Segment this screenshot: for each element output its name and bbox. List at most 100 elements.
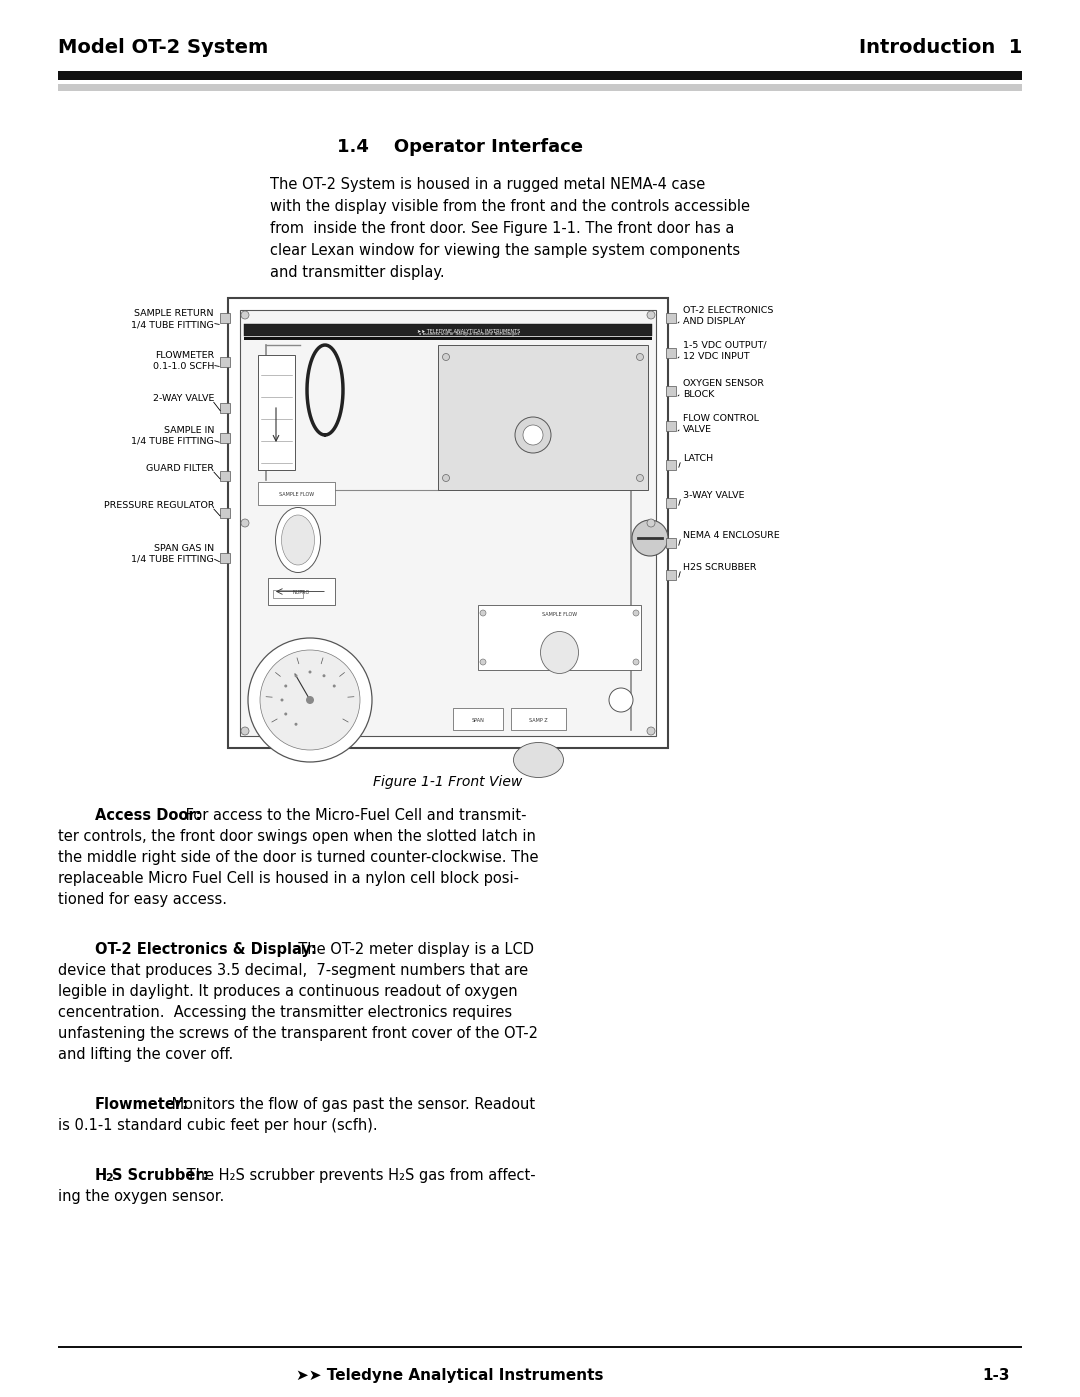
Bar bbox=[453, 708, 503, 731]
Circle shape bbox=[609, 687, 633, 712]
Circle shape bbox=[523, 425, 543, 446]
Text: ing the oxygen sensor.: ing the oxygen sensor. bbox=[58, 1189, 225, 1204]
Text: and transmitter display.: and transmitter display. bbox=[270, 265, 445, 279]
Circle shape bbox=[295, 675, 297, 678]
Text: H2S SCRUBBER: H2S SCRUBBER bbox=[683, 563, 756, 571]
Text: Flowmeter:: Flowmeter: bbox=[95, 1097, 189, 1112]
Circle shape bbox=[636, 353, 644, 360]
Text: 1-3: 1-3 bbox=[983, 1368, 1010, 1383]
Circle shape bbox=[284, 712, 287, 715]
Text: Model OT-2 System: Model OT-2 System bbox=[58, 38, 268, 57]
Bar bbox=[220, 471, 230, 481]
Bar bbox=[511, 708, 566, 731]
Bar bbox=[220, 433, 230, 443]
Text: NUPRO: NUPRO bbox=[293, 590, 310, 595]
Text: SAMPLE RETURN: SAMPLE RETURN bbox=[135, 309, 214, 319]
Text: BLOCK: BLOCK bbox=[683, 390, 714, 400]
Ellipse shape bbox=[540, 631, 579, 673]
Circle shape bbox=[241, 312, 249, 319]
Circle shape bbox=[241, 726, 249, 735]
Bar bbox=[220, 358, 230, 367]
Bar bbox=[258, 355, 295, 469]
Bar bbox=[666, 497, 676, 509]
Text: For access to the Micro-Fuel Cell and transmit-: For access to the Micro-Fuel Cell and tr… bbox=[181, 807, 527, 823]
Text: and lifting the cover off.: and lifting the cover off. bbox=[58, 1046, 233, 1062]
Text: Introduction  1: Introduction 1 bbox=[859, 38, 1022, 57]
Bar bbox=[240, 310, 656, 736]
Bar bbox=[58, 71, 1022, 80]
Text: VALVE: VALVE bbox=[683, 425, 712, 434]
Text: Access Door:: Access Door: bbox=[95, 807, 202, 823]
Text: ter controls, the front door swings open when the slotted latch in: ter controls, the front door swings open… bbox=[58, 828, 536, 844]
Text: 3-WAY VALVE: 3-WAY VALVE bbox=[683, 490, 744, 500]
Circle shape bbox=[295, 722, 297, 726]
Circle shape bbox=[309, 671, 311, 673]
Bar bbox=[244, 337, 652, 339]
Text: OXYGEN SENSOR: OXYGEN SENSOR bbox=[683, 379, 764, 388]
Ellipse shape bbox=[275, 507, 321, 573]
Bar bbox=[666, 538, 676, 548]
Text: OT-2 Electronics & Display:: OT-2 Electronics & Display: bbox=[95, 942, 316, 957]
Text: SAMP Z: SAMP Z bbox=[529, 718, 548, 722]
Bar bbox=[220, 402, 230, 414]
Circle shape bbox=[241, 520, 249, 527]
Text: 12 VDC INPUT: 12 VDC INPUT bbox=[683, 352, 750, 360]
Text: PRESSURE REGULATOR: PRESSURE REGULATOR bbox=[104, 502, 214, 510]
Bar bbox=[478, 605, 642, 671]
Text: 1/4 TUBE FITTING: 1/4 TUBE FITTING bbox=[132, 320, 214, 330]
Bar bbox=[220, 509, 230, 518]
Bar bbox=[273, 590, 303, 598]
Text: with the display visible from the front and the controls accessible: with the display visible from the front … bbox=[270, 198, 750, 214]
Text: 0.1-1.0 SCFH: 0.1-1.0 SCFH bbox=[152, 362, 214, 372]
Text: clear Lexan window for viewing the sample system components: clear Lexan window for viewing the sampl… bbox=[270, 243, 740, 258]
Bar bbox=[268, 578, 335, 605]
Text: 1.4    Operator Interface: 1.4 Operator Interface bbox=[337, 138, 583, 156]
Bar bbox=[666, 348, 676, 358]
Text: S Scrubber:: S Scrubber: bbox=[112, 1168, 208, 1183]
Circle shape bbox=[281, 698, 283, 701]
Text: FLOWMETER: FLOWMETER bbox=[154, 351, 214, 360]
Circle shape bbox=[515, 416, 551, 453]
Text: from  inside the front door. See Figure 1-1. The front door has a: from inside the front door. See Figure 1… bbox=[270, 221, 734, 236]
Text: tioned for easy access.: tioned for easy access. bbox=[58, 893, 227, 907]
Bar bbox=[666, 313, 676, 323]
Bar bbox=[220, 553, 230, 563]
Text: GUARD FILTER: GUARD FILTER bbox=[146, 464, 214, 474]
Text: H: H bbox=[95, 1168, 107, 1183]
Text: SPAN GAS IN: SPAN GAS IN bbox=[153, 543, 214, 553]
Text: device that produces 3.5 decimal,  7-segment numbers that are: device that produces 3.5 decimal, 7-segm… bbox=[58, 963, 528, 978]
Text: LATCH: LATCH bbox=[683, 454, 713, 462]
Text: FLOW CONTROL: FLOW CONTROL bbox=[683, 414, 759, 423]
Circle shape bbox=[633, 610, 639, 616]
Circle shape bbox=[323, 675, 325, 678]
Text: OT-2 ELECTRONICS: OT-2 ELECTRONICS bbox=[683, 306, 773, 314]
Text: cencentration.  Accessing the transmitter electronics requires: cencentration. Accessing the transmitter… bbox=[58, 1004, 512, 1020]
Bar bbox=[438, 345, 648, 490]
Circle shape bbox=[306, 696, 314, 704]
Bar bbox=[244, 324, 652, 337]
Text: a business unit of Teledyne Electronic Technologies: a business unit of Teledyne Electronic T… bbox=[419, 332, 519, 337]
Text: SPAN: SPAN bbox=[472, 718, 485, 722]
Bar bbox=[666, 570, 676, 580]
Text: NEMA 4 ENCLOSURE: NEMA 4 ENCLOSURE bbox=[683, 531, 780, 541]
Text: legible in daylight. It produces a continuous readout of oxygen: legible in daylight. It produces a conti… bbox=[58, 983, 517, 999]
Circle shape bbox=[480, 610, 486, 616]
Circle shape bbox=[333, 685, 336, 687]
Circle shape bbox=[632, 520, 669, 556]
Circle shape bbox=[260, 650, 360, 750]
Bar bbox=[258, 482, 335, 504]
Bar bbox=[666, 386, 676, 395]
Bar bbox=[58, 1345, 1022, 1348]
Circle shape bbox=[647, 726, 654, 735]
Ellipse shape bbox=[282, 515, 314, 564]
Circle shape bbox=[443, 475, 449, 482]
Circle shape bbox=[647, 520, 654, 527]
Text: SAMPLE FLOW: SAMPLE FLOW bbox=[279, 492, 314, 497]
Text: ➤➤ TELEDYNE ANALYTICAL INSTRUMENTS: ➤➤ TELEDYNE ANALYTICAL INSTRUMENTS bbox=[417, 328, 521, 334]
Text: the middle right side of the door is turned counter-clockwise. The: the middle right side of the door is tur… bbox=[58, 849, 539, 865]
Text: Monitors the flow of gas past the sensor. Readout: Monitors the flow of gas past the sensor… bbox=[167, 1097, 535, 1112]
Text: AND DISPLAY: AND DISPLAY bbox=[683, 317, 745, 326]
Text: The H₂S scrubber prevents H₂S gas from affect-: The H₂S scrubber prevents H₂S gas from a… bbox=[183, 1168, 536, 1183]
Text: SAMPLE FLOW: SAMPLE FLOW bbox=[542, 612, 577, 617]
Circle shape bbox=[248, 638, 372, 761]
